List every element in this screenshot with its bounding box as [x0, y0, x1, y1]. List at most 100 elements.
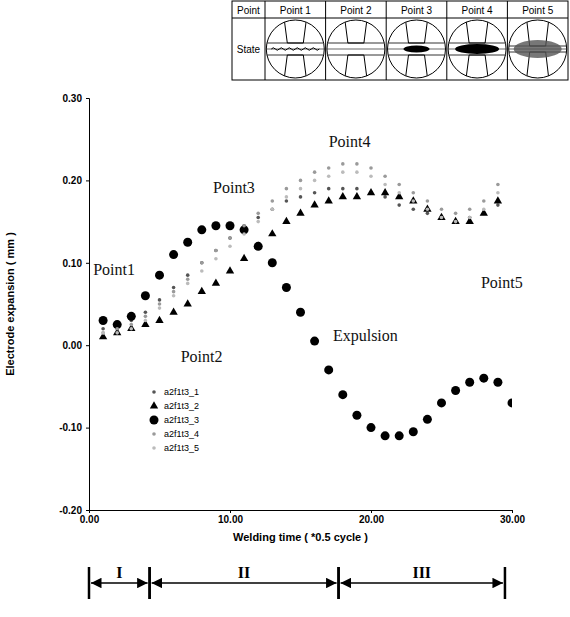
data-point: [508, 398, 513, 407]
sheet-edge: [266, 43, 324, 44]
data-point: [115, 331, 119, 335]
data-point: [285, 187, 289, 191]
data-point: [409, 196, 417, 203]
data-point: [271, 207, 275, 211]
state-icon: [509, 20, 567, 78]
series: [99, 188, 502, 339]
data-point: [200, 261, 204, 265]
table-rule: [507, 1, 508, 80]
x-axis: 0.0010.0020.0030.00: [80, 510, 526, 525]
data-point: [144, 310, 148, 314]
data-point: [494, 196, 502, 203]
y-tick-mark: [86, 428, 89, 429]
data-point: [339, 192, 347, 199]
annotation: Point2: [181, 348, 223, 365]
data-point: [324, 365, 333, 374]
sheet-edge: [388, 55, 446, 56]
y-tick: 0.30: [63, 93, 89, 104]
data-point: [200, 269, 204, 273]
table-rule: [386, 1, 387, 80]
series: [101, 170, 499, 334]
data-point: [310, 200, 318, 207]
y-tick: 0.10: [63, 258, 89, 269]
stage-arrow: [91, 582, 148, 584]
y-tick-label: 0.00: [63, 340, 83, 351]
table-header: Point: [237, 5, 260, 16]
stage-bound: [504, 567, 507, 599]
legend-label: a2f1t3_5: [164, 443, 199, 453]
data-point: [468, 207, 472, 211]
legend-label: a2f1t3_4: [164, 429, 199, 439]
data-point: [465, 378, 474, 387]
table-header: Point 5: [522, 5, 554, 16]
data-point: [341, 170, 345, 174]
data-point: [271, 207, 275, 211]
legend-entry: a2f1t3_3: [150, 415, 200, 425]
data-point: [214, 249, 218, 253]
table-frame: [232, 1, 568, 80]
annotation: Point4: [329, 133, 371, 150]
x-axis-title: Welding time ( *0.5 cycle ): [233, 531, 368, 543]
x-tick: 10.00: [218, 510, 243, 525]
state-icon: [327, 20, 385, 78]
table-header: Point 1: [280, 5, 312, 16]
legend-label: a2f1t3_1: [164, 387, 199, 397]
annotation: Point5: [481, 274, 523, 291]
data-point: [256, 220, 260, 224]
table-header: Point 2: [340, 5, 372, 16]
data-point: [395, 431, 404, 440]
data-point: [440, 216, 444, 220]
data-point: [440, 207, 444, 211]
data-point: [184, 299, 192, 306]
data-point: [426, 207, 430, 211]
data-point: [242, 232, 246, 236]
data-point: [423, 204, 431, 211]
sheet-edge: [448, 55, 506, 56]
electrode: [406, 20, 428, 43]
legend-marker: [152, 390, 156, 394]
data-point: [268, 258, 277, 267]
electrode: [406, 55, 428, 78]
legend-label: a2f1t3_3: [164, 415, 199, 425]
data-point: [158, 306, 162, 310]
series: [99, 221, 512, 440]
legend-entry: a2f1t3_4: [152, 429, 199, 439]
data-point: [141, 291, 150, 300]
y-tick-label: 0.20: [63, 175, 83, 186]
data-point: [426, 199, 430, 203]
data-point: [313, 191, 317, 195]
x-tick-mark: [371, 510, 372, 513]
y-tick-label: -0.10: [59, 422, 82, 433]
data-point: [296, 308, 305, 317]
data-point: [101, 331, 105, 335]
data-point: [285, 199, 289, 203]
data-point: [183, 238, 192, 247]
y-tick-mark: [86, 345, 89, 346]
data-point: [228, 245, 232, 249]
stage-bound: [337, 567, 340, 599]
x-tick-label: 30.00: [500, 514, 525, 525]
legend-marker: [152, 432, 156, 436]
annotation: Point3: [213, 179, 255, 196]
data-point: [412, 191, 416, 195]
x-tick-mark: [230, 510, 231, 513]
y-tick-mark: [86, 510, 89, 511]
data-point: [367, 188, 375, 195]
data-point: [423, 415, 432, 424]
electrode: [466, 55, 488, 78]
axis-line: [86, 99, 90, 511]
data-point: [496, 183, 500, 187]
data-point: [299, 187, 303, 191]
data-point: [454, 220, 458, 224]
table-rule: [446, 1, 447, 80]
data-point: [240, 254, 248, 261]
electrode: [345, 55, 367, 78]
data-point: [327, 174, 331, 178]
data-point: [412, 207, 416, 211]
data-point: [242, 224, 246, 228]
x-tick-mark: [512, 510, 513, 513]
contact-line: [271, 48, 319, 51]
annotation: Expulsion: [333, 327, 398, 345]
data-point: [169, 250, 178, 259]
data-point: [256, 216, 260, 220]
